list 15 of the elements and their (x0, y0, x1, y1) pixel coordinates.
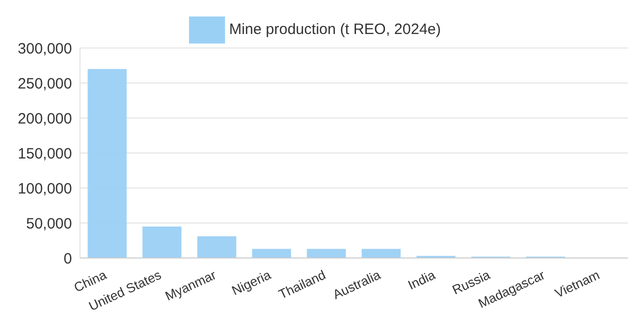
y-tick-label: 250,000 (18, 75, 72, 92)
y-tick-label: 150,000 (18, 145, 72, 162)
y-tick-label: 50,000 (26, 215, 72, 232)
y-tick-label: 100,000 (18, 180, 72, 198)
x-tick-label: India (406, 266, 438, 293)
bar (362, 248, 401, 258)
bar (197, 236, 236, 258)
y-tick-label: 300,000 (18, 40, 72, 58)
y-tick-label: 0 (64, 250, 72, 268)
bar (142, 226, 182, 258)
bar (88, 69, 127, 258)
bar (306, 248, 346, 258)
legend-label: Mine production (t REO, 2024e) (229, 20, 441, 38)
bar (252, 248, 292, 258)
y-tick-label: 200,000 (18, 110, 72, 128)
